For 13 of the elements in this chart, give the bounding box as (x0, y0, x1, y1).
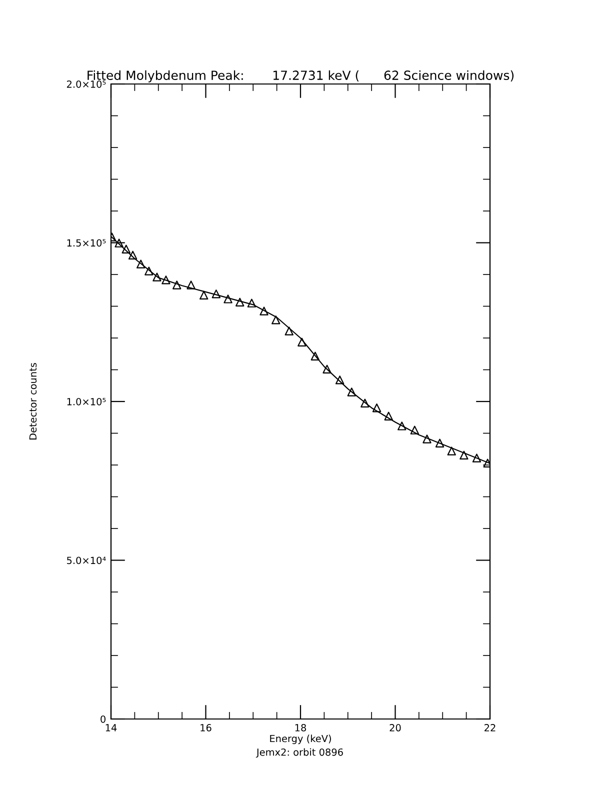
y-tick-label: 0 (100, 715, 106, 723)
text: Jemx2: orbit 0896 (256, 748, 343, 758)
x-tick-label: 16 (200, 724, 212, 732)
y-tick-label: 1.0×10⁵ (67, 398, 106, 406)
x-axis-title: Energy (keV) (270, 734, 331, 744)
y-tick-label: 5.0×10⁴ (67, 556, 106, 564)
x-tick-label: 18 (295, 724, 306, 732)
x-tick-label: 14 (106, 724, 117, 732)
x-tick-label: 22 (484, 724, 496, 732)
x-tick-label: 20 (390, 724, 401, 732)
y-tick-label: 1.5×10⁵ (67, 239, 106, 247)
y-axis-title: Detector counts (29, 363, 37, 440)
y-tick-label: 2.0×10⁵ (66, 80, 106, 88)
